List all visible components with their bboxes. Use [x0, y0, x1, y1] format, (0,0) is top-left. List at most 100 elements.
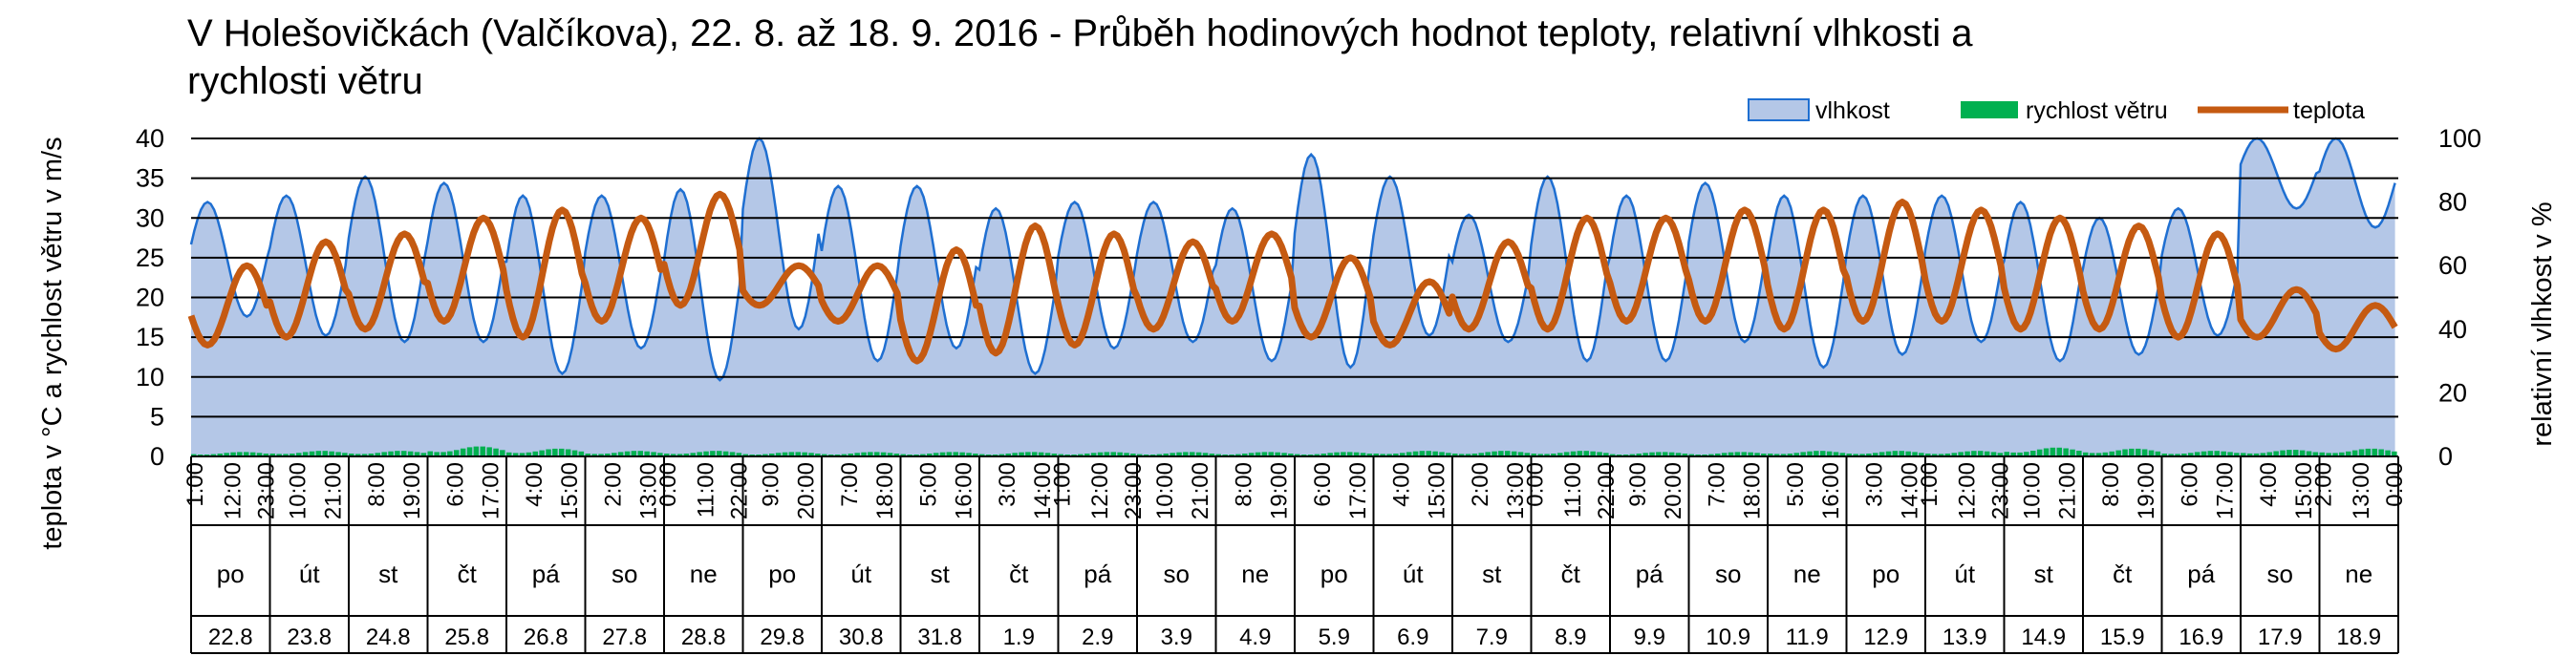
- hour-tick-label: 15:00: [1425, 462, 1450, 519]
- weekday-label: st: [2034, 560, 2054, 588]
- wind-bar: [296, 453, 302, 456]
- wind-bar: [1104, 452, 1110, 456]
- wind-bar: [939, 452, 946, 456]
- wind-bar: [2141, 449, 2148, 456]
- wind-bar: [315, 451, 322, 456]
- hour-tick-label: 16:00: [952, 462, 977, 519]
- wind-bar: [966, 453, 972, 456]
- wind-bar: [591, 454, 597, 456]
- hour-tick-label: 18:00: [1740, 462, 1766, 519]
- weekday-label: čt: [458, 560, 478, 588]
- date-label: 13.9: [1943, 624, 1987, 650]
- wind-bar: [1577, 451, 1583, 456]
- wind-bar: [1636, 454, 1642, 456]
- wind-bar: [1347, 452, 1353, 456]
- wind-bar: [401, 451, 407, 456]
- wind-bar: [2095, 453, 2102, 456]
- wind-bar: [670, 454, 676, 456]
- wind-bar: [769, 454, 775, 456]
- weekday-label: st: [1482, 560, 1502, 588]
- weekday-label: čt: [2113, 560, 2133, 588]
- wind-bar: [1255, 452, 1261, 456]
- wind-bar: [2181, 454, 2187, 456]
- wind-bar: [933, 453, 939, 456]
- wind-bar: [420, 453, 427, 456]
- hour-tick-label: 6:00: [2177, 462, 2202, 507]
- wind-bar: [651, 452, 656, 456]
- weekday-label: st: [378, 560, 398, 588]
- hour-tick-label: 13:00: [2349, 462, 2374, 519]
- date-label: 4.9: [1239, 624, 1271, 650]
- wind-bar: [612, 453, 617, 456]
- wind-bar: [427, 451, 433, 456]
- weekday-label: čt: [1561, 560, 1581, 588]
- wind-bar: [2326, 453, 2331, 456]
- wind-bar: [1005, 454, 1011, 456]
- wind-bar: [2306, 451, 2312, 456]
- wind-bar: [532, 451, 538, 456]
- wind-bar: [2004, 452, 2009, 456]
- hour-tick-label: 3:00: [995, 462, 1020, 507]
- hour-tick-label: 11:00: [1560, 462, 1586, 518]
- wind-bar: [880, 452, 887, 456]
- wind-bar: [1629, 454, 1636, 456]
- wind-bar: [2083, 452, 2089, 456]
- weekday-label: ne: [1793, 560, 1821, 588]
- wind-bar: [2346, 451, 2351, 456]
- hour-tick-label: 9:00: [1625, 462, 1651, 507]
- wind-bar: [1964, 451, 1970, 456]
- wind-bar: [1642, 453, 1648, 456]
- wind-bar: [2043, 448, 2050, 456]
- wind-bar: [1432, 451, 1438, 456]
- wind-bar: [2148, 450, 2155, 456]
- wind-bar: [1531, 454, 1536, 456]
- wind-bar: [2319, 452, 2325, 456]
- wind-bar: [1951, 453, 1957, 456]
- wind-bar: [953, 452, 958, 456]
- y-right-tick-label: 60: [2438, 251, 2467, 280]
- y-left-tick-label: 15: [136, 323, 164, 351]
- wind-bar: [1471, 454, 1478, 456]
- wind-bar: [644, 451, 650, 456]
- date-label: 9.9: [1634, 624, 1665, 650]
- wind-bar: [2168, 454, 2174, 456]
- wind-bar: [1978, 451, 1984, 456]
- wind-bar: [1019, 452, 1024, 456]
- wind-bar: [946, 452, 953, 456]
- hour-tick-label: 21:00: [2055, 462, 2081, 519]
- wind-bar: [1334, 452, 1340, 456]
- wind-bar: [1360, 453, 1366, 456]
- hour-tick-label: 1:00: [1050, 462, 1076, 507]
- wind-bar: [1202, 453, 1209, 456]
- hour-tick-label: 12:00: [1954, 462, 1980, 519]
- wind-bar: [1176, 452, 1182, 456]
- wind-bar: [414, 452, 420, 456]
- wind-bar: [368, 454, 375, 456]
- wind-bar: [1793, 453, 1799, 456]
- wind-bar: [1038, 452, 1044, 456]
- wind-bar: [1281, 453, 1287, 456]
- hour-tick-label: 12:00: [220, 462, 246, 519]
- wind-bar: [1551, 454, 1556, 456]
- gridlines: [191, 138, 2398, 418]
- wind-bar: [2385, 450, 2391, 456]
- wind-bar: [1603, 453, 1609, 456]
- y-right-tick-label: 20: [2438, 378, 2467, 407]
- hour-tick-label: 9:00: [758, 462, 784, 507]
- hour-tick-label: 2:00: [1468, 462, 1493, 507]
- wind-bar: [2234, 453, 2240, 456]
- wind-bar: [1878, 452, 1885, 456]
- weekday-label: st: [931, 560, 951, 588]
- weekday-label: pá: [1084, 560, 1111, 588]
- wind-bar: [1853, 454, 1858, 456]
- hour-tick-label: 13:00: [1503, 462, 1529, 519]
- wind-bar: [710, 451, 716, 456]
- wind-bar: [244, 452, 249, 456]
- wind-bar: [1610, 454, 1616, 456]
- wind-bar: [230, 452, 236, 456]
- y-left-tick-label: 25: [136, 243, 164, 272]
- wind-bar: [1826, 451, 1833, 456]
- wind-bar: [1728, 452, 1734, 456]
- wind-bar: [1990, 452, 1997, 456]
- wind-bar: [2036, 449, 2043, 456]
